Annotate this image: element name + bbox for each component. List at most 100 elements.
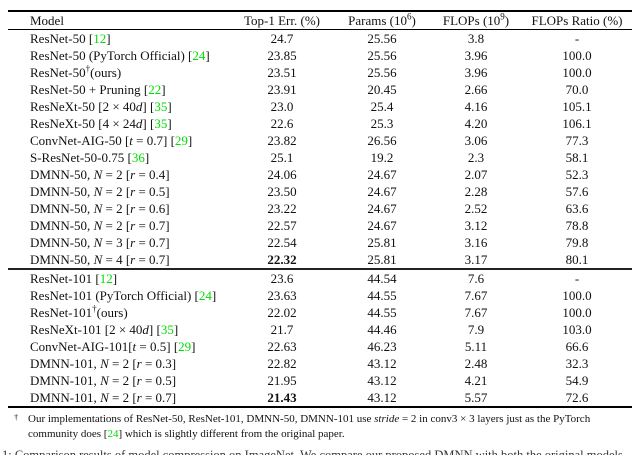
citation-link[interactable]: 29 xyxy=(174,133,188,148)
model-name-cell: ResNeXt-50 [4 × 24d] [35] xyxy=(8,115,230,132)
ratio-value-cell: 100.0 xyxy=(562,65,592,80)
text-segment: N xyxy=(93,167,103,182)
citation-link[interactable]: 35 xyxy=(154,99,168,114)
table-header: Model Top-1 Err. (%) Params (106) FLOPs (10… xyxy=(8,11,632,30)
model-name-cell: DMNN-50, N = 3 [r = 0.7] xyxy=(8,234,230,251)
flops-value-cell: 4.21 xyxy=(464,373,488,388)
top1-value-cell: 22.32 xyxy=(267,252,297,267)
text-segment: d xyxy=(135,99,143,114)
text-segment: = 0.5] [ xyxy=(136,339,179,354)
text-segment: Top-1 Err. (%) xyxy=(244,13,320,28)
top1-value-cell: 23.6 xyxy=(230,268,334,287)
text-segment: r xyxy=(130,252,136,267)
ratio-value-cell: 63.6 xyxy=(565,201,589,216)
ratio-value-cell: 100.0 xyxy=(562,288,592,303)
text-segment: DMNN-50, xyxy=(30,252,94,267)
column-header-params: Params (106) xyxy=(334,11,430,30)
table-row: ResNeXt-101 [2 × 40d] [35] 21.7 44.46 7.9 10… xyxy=(8,321,632,338)
text-segment: ) xyxy=(411,13,416,28)
citation-link[interactable]: 12 xyxy=(99,271,113,286)
column-header-top1: Top-1 Err. (%) xyxy=(230,11,334,30)
text-segment: ] which is slightly different from the o… xyxy=(118,427,345,440)
top1-value-cell: 23.85 xyxy=(267,48,297,63)
text-segment: community does [ xyxy=(28,427,108,440)
table-row: ResNet-50 + Pruning [22] 23.91 20.45 2.66 70… xyxy=(8,81,632,98)
params-value-cell: 25.3 xyxy=(370,116,394,131)
text-segment: ) xyxy=(504,13,510,28)
table-row: DMNN-50, N = 2 [r = 0.4] 24.06 24.67 2.07 52… xyxy=(8,166,632,183)
model-name-cell: ConvNet-AIG-50 [t = 0.7] [29] xyxy=(8,132,230,149)
ratio-value-cell: 79.8 xyxy=(565,235,589,250)
params-value-cell: 19.2 xyxy=(370,150,394,165)
text-segment: = 0.7] xyxy=(141,390,177,405)
text-segment: ConvNet-AIG-50 [ xyxy=(30,133,130,148)
text-segment: DMNN-101, xyxy=(30,356,101,371)
flops-value-cell: 3.17 xyxy=(464,252,488,267)
params-value-cell: 44.55 xyxy=(367,305,397,320)
params-value-cell: 43.12 xyxy=(367,373,397,388)
text-segment: DMNN-50, xyxy=(30,218,94,233)
text-segment: ResNet-101 xyxy=(30,305,93,320)
ratio-value-cell: 105.1 xyxy=(562,99,592,114)
citation-link[interactable]: 36 xyxy=(131,150,145,165)
text-segment: DMNN-50, xyxy=(30,235,94,250)
top1-value-cell: 23.51 xyxy=(267,65,297,80)
ratio-value-cell: 103.0 xyxy=(562,322,592,337)
citation-link[interactable]: 35 xyxy=(154,116,168,131)
top1-value-cell: 21.7 xyxy=(270,322,294,337)
table-row: ResNet-50 [12] 24.7 25.56 3.8 - xyxy=(8,30,632,48)
text-segment: DMNN-50, xyxy=(30,184,94,199)
text-segment: ConvNet-AIG-101[ xyxy=(30,339,133,354)
table-row: ResNet-101 [12] 23.6 44.54 7.6- xyxy=(8,268,632,287)
text-segment: DMNN-50, xyxy=(30,167,94,182)
flops-value-cell: 3.96 xyxy=(464,48,488,63)
text-segment: ResNet-50 xyxy=(30,65,86,80)
citation-link[interactable]: 12 xyxy=(93,31,107,46)
text-segment: t xyxy=(129,133,133,148)
ratio-value-cell: 32.3 xyxy=(565,356,589,371)
top1-value-cell: 23.50 xyxy=(267,184,297,199)
text-segment: FLOPs (10 xyxy=(442,13,501,28)
top1-value-cell: 21.95 xyxy=(267,373,297,388)
text-segment: ] [ xyxy=(142,116,155,131)
text-segment: ] xyxy=(167,116,172,131)
text-segment: = 0.3] xyxy=(141,356,177,371)
citation-link[interactable]: 24 xyxy=(107,427,119,440)
model-name-cell: ResNet-101 [12] xyxy=(8,268,230,287)
citation-link[interactable]: 24 xyxy=(192,48,206,63)
text-segment: = 2 [ xyxy=(102,201,131,216)
top1-value-cell: 21.43 xyxy=(267,390,297,405)
flops-value-cell: 2.07 xyxy=(464,167,488,182)
params-value-cell: 43.12 xyxy=(367,356,397,371)
ratio-value-cell: 106.1 xyxy=(562,116,592,131)
table-row: DMNN-50, N = 2 [r = 0.5] 23.50 24.67 2.28 57… xyxy=(8,183,632,200)
table-row: ConvNet-AIG-101[t = 0.5] [29] 22.63 46.23 5… xyxy=(8,338,632,355)
citation-link[interactable]: 35 xyxy=(160,322,174,337)
table-header-row: Model Top-1 Err. (%) Params (106) FLOPs (10… xyxy=(8,11,632,30)
text-segment: ] xyxy=(167,99,172,114)
text-segment: 6 xyxy=(407,11,412,22)
model-name-cell: ResNeXt-101 [2 × 40d] [35] xyxy=(8,321,230,338)
ratio-value-cell: - xyxy=(574,31,580,46)
text-segment: r xyxy=(130,201,136,216)
citation-link[interactable]: 24 xyxy=(198,288,212,303)
text-segment: d xyxy=(142,322,149,337)
text-segment: Model xyxy=(30,13,64,28)
text-segment: ] xyxy=(191,339,196,354)
ratio-value-cell: 77.3 xyxy=(565,133,589,148)
model-name-cell: DMNN-50, N = 4 [r = 0.7] xyxy=(8,251,230,269)
params-value-cell: 44.55 xyxy=(367,288,397,303)
text-segment: stride xyxy=(374,413,400,425)
results-table-wrap: Model Top-1 Err. (%) Params (106) FLOPs (10… xyxy=(8,10,632,408)
text-segment: r xyxy=(136,373,142,388)
text-segment: 9 xyxy=(500,11,505,22)
citation-link[interactable]: 22 xyxy=(148,82,162,97)
text-segment: d xyxy=(135,116,143,131)
citation-link[interactable]: 29 xyxy=(178,339,192,354)
params-value-cell: 24.67 xyxy=(367,201,397,216)
column-header-model: Model xyxy=(8,11,230,30)
params-value-cell: 25.81 xyxy=(367,252,397,267)
table-row: DMNN-101, N = 2 [r = 0.5] 21.95 43.12 4.21 5… xyxy=(8,372,632,389)
text-segment: ResNet-50 + Pruning [ xyxy=(30,82,149,97)
params-value-cell: 24.67 xyxy=(367,184,397,199)
